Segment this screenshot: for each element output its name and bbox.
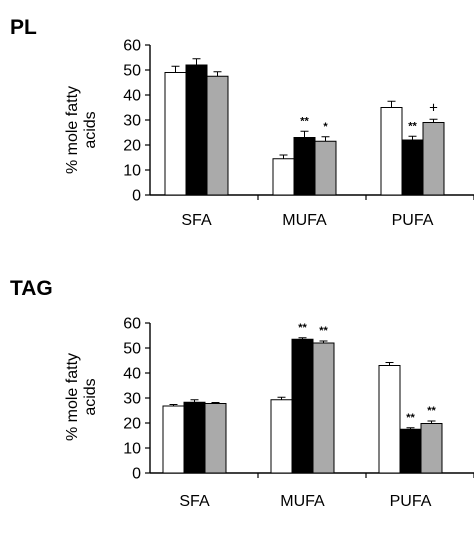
tag-panel-title: TAG — [10, 277, 53, 300]
pl-category-label: SFA — [181, 212, 212, 229]
tag-category-label: PUFA — [390, 493, 432, 510]
tag-significance-marker: ** — [427, 405, 436, 417]
tag-bar-mufa-2 — [312, 342, 335, 474]
tag-chart-panel: TAG % mole fatty acids 0 10 20 30 40 50 60 SFA M… — [10, 277, 474, 510]
tag-y-tick-label: 20 — [123, 416, 141, 433]
pl-significance-marker: * — [323, 121, 328, 133]
tag-significance-marker: ** — [406, 412, 415, 424]
tag-bar-mufa-1 — [291, 338, 314, 474]
pl-bar-pufa-2 — [422, 122, 445, 196]
tag-bar-sfa-2 — [204, 403, 227, 474]
tag-bar-pufa-0 — [378, 365, 401, 474]
tag-category-label: MUFA — [280, 493, 325, 510]
pl-significance-marker: ** — [408, 120, 417, 132]
pl-significance-marker: + — [429, 99, 438, 116]
pl-bar-pufa-1 — [401, 139, 424, 196]
pl-y-tick-label: 10 — [123, 163, 141, 180]
tag-significance-marker: ** — [298, 322, 307, 334]
pl-bar-mufa-1 — [293, 137, 316, 196]
tag-bar-sfa-1 — [183, 401, 206, 474]
pl-y-axis-label-line2: acids — [82, 111, 99, 148]
tag-y-tick-label: 10 — [123, 441, 141, 458]
tag-bar-mufa-0 — [270, 399, 293, 474]
tag-bar-sfa-0 — [162, 405, 185, 474]
tag-significance-marker: ** — [319, 325, 328, 337]
pl-bar-mufa-2 — [314, 140, 337, 196]
tag-category-label: SFA — [179, 493, 210, 510]
pl-bar-sfa-2 — [206, 75, 229, 196]
tag-y-tick-label: 60 — [123, 316, 141, 333]
pl-y-tick-label: 30 — [123, 113, 141, 130]
pl-y-tick-label: 50 — [123, 63, 141, 80]
tag-y-axis-label-line2: acids — [82, 378, 99, 415]
pl-y-tick-label: 60 — [123, 38, 141, 55]
pl-panel-title: PL — [10, 16, 37, 39]
pl-bar-pufa-0 — [380, 107, 403, 196]
tag-y-axis-label-line1: % mole fatty — [64, 353, 81, 441]
pl-bar-sfa-1 — [185, 64, 208, 196]
pl-y-tick-label: 40 — [123, 88, 141, 105]
pl-category-label: MUFA — [282, 212, 327, 229]
pl-y-axis-label-line1: % mole fatty — [64, 86, 81, 174]
pl-chart-panel: PL % mole fatty acids 0 10 20 30 40 50 60 SFA MU… — [10, 16, 474, 229]
pl-y-tick-label: 0 — [132, 188, 141, 205]
pl-bar-mufa-0 — [272, 158, 295, 196]
tag-y-tick-label: 30 — [123, 391, 141, 408]
tag-y-tick-label: 40 — [123, 366, 141, 383]
pl-significance-marker: ** — [300, 115, 309, 127]
pl-bar-sfa-0 — [164, 72, 187, 196]
tag-y-tick-label: 0 — [132, 466, 141, 483]
pl-y-tick-label: 20 — [123, 138, 141, 155]
tag-bar-pufa-1 — [399, 428, 422, 474]
tag-bar-pufa-2 — [420, 423, 443, 474]
tag-y-tick-label: 50 — [123, 341, 141, 358]
pl-category-label: PUFA — [392, 212, 434, 229]
